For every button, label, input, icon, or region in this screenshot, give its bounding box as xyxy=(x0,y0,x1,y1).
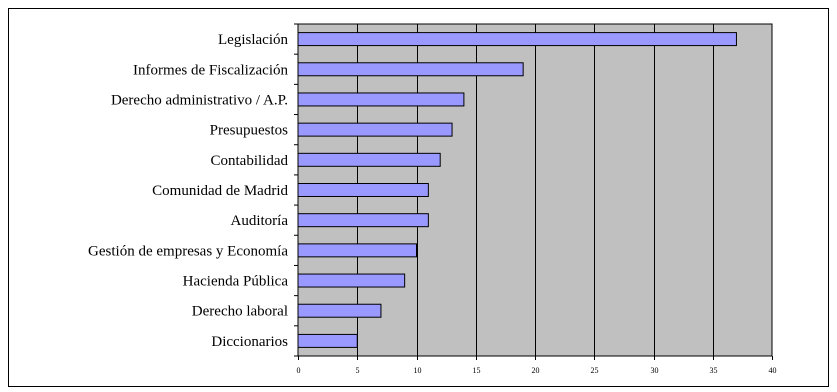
bar-6 xyxy=(297,183,429,197)
category-label: Gestión de empresas y Economía xyxy=(88,243,288,259)
category-label: Presupuestos xyxy=(210,123,288,139)
x-axis: 0 5 10 15 20 25 30 35 40 xyxy=(297,356,777,375)
x-tick-label: 10 xyxy=(414,366,422,375)
x-tick-label: 15 xyxy=(473,366,481,375)
bar-2 xyxy=(297,62,524,77)
y-axis: Legislación Informes de Fiscalización Dere… xyxy=(88,23,298,357)
category-label: Legislación xyxy=(218,32,288,48)
bar-5 xyxy=(297,152,441,167)
category-label: Auditoría xyxy=(231,213,289,229)
category-label: Derecho laboral xyxy=(192,304,288,320)
bar-8 xyxy=(297,243,417,258)
bar-7 xyxy=(297,213,429,228)
bar-11 xyxy=(297,333,358,348)
category-label: Hacienda Pública xyxy=(183,274,289,290)
bar-3 xyxy=(297,92,465,107)
bar-9 xyxy=(297,273,406,288)
x-tick-label: 25 xyxy=(591,366,599,375)
x-tick-label: 35 xyxy=(710,366,718,375)
category-label: Comunidad de Madrid xyxy=(152,183,288,199)
category-label: Contabilidad xyxy=(211,153,289,169)
category-label: Derecho administrativo / A.P. xyxy=(111,92,288,108)
x-tick-label: 40 xyxy=(769,366,777,375)
x-tick-label: 20 xyxy=(532,366,540,375)
bar-10 xyxy=(297,303,382,318)
x-tick-label: 0 xyxy=(297,366,301,375)
category-label: Informes de Fiscalización xyxy=(133,62,288,78)
bar-1 xyxy=(297,32,737,47)
bar-4 xyxy=(297,122,453,137)
x-tick-label: 5 xyxy=(356,366,360,375)
category-label: Diccionarios xyxy=(211,334,288,350)
bars xyxy=(297,32,737,348)
x-tick-label: 30 xyxy=(651,366,659,375)
